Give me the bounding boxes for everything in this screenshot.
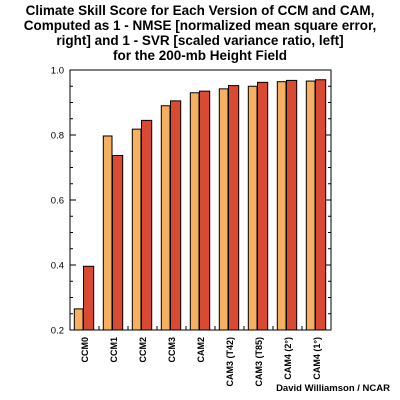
bar-svr — [218, 88, 229, 331]
x-tick-label: CAM4 (1°) — [312, 337, 322, 380]
bar-nmse — [141, 119, 153, 331]
x-tick-label: CAM4 (2°) — [283, 337, 293, 380]
bar-svr — [102, 135, 113, 331]
y-tick-label: 1.0 — [51, 66, 64, 77]
bar-nmse — [257, 81, 269, 331]
y-tick-label: 0.6 — [51, 196, 64, 207]
bar-svr — [247, 85, 258, 331]
bar-svr — [189, 92, 200, 331]
x-tick-label: CAM3 (T85) — [254, 337, 264, 387]
bar-nmse — [286, 79, 298, 331]
credit-text: David Williamson / NCAR — [276, 383, 390, 394]
y-tick-label: 0.4 — [51, 261, 64, 272]
title-line-4: for the 200-mb Height Field — [112, 48, 288, 63]
bar-svr — [305, 80, 316, 331]
y-tick-label: 0.2 — [51, 326, 64, 337]
bar-nmse — [112, 154, 124, 331]
bar-nmse — [315, 79, 327, 331]
x-tick-label: CAM2 — [196, 337, 206, 363]
bar-nmse — [199, 90, 211, 331]
title-line-1: Climate Skill Score for Each Version of … — [25, 3, 375, 18]
y-tick-label: 0.8 — [51, 131, 64, 142]
x-tick-label: CCM1 — [109, 337, 119, 363]
bar-svr — [160, 105, 171, 331]
chart-title: Climate Skill Score for Each Version of … — [0, 3, 400, 63]
title-line-3: right] and 1 - SVR [scaled variance rati… — [56, 33, 344, 48]
bar-svr — [73, 308, 84, 331]
bar-svr — [131, 128, 142, 331]
bar-nmse — [83, 265, 95, 331]
x-tick-label: CCM0 — [80, 337, 90, 363]
title-line-2: Computed as 1 - NMSE [normalized mean sq… — [23, 18, 377, 33]
bar-nmse — [170, 100, 182, 331]
x-tick-label: CAM3 (T42) — [225, 337, 235, 387]
bar-svr — [276, 81, 287, 331]
x-tick-label: CCM2 — [138, 337, 148, 363]
x-tick-label: CCM3 — [167, 337, 177, 363]
bar-nmse — [228, 85, 240, 331]
